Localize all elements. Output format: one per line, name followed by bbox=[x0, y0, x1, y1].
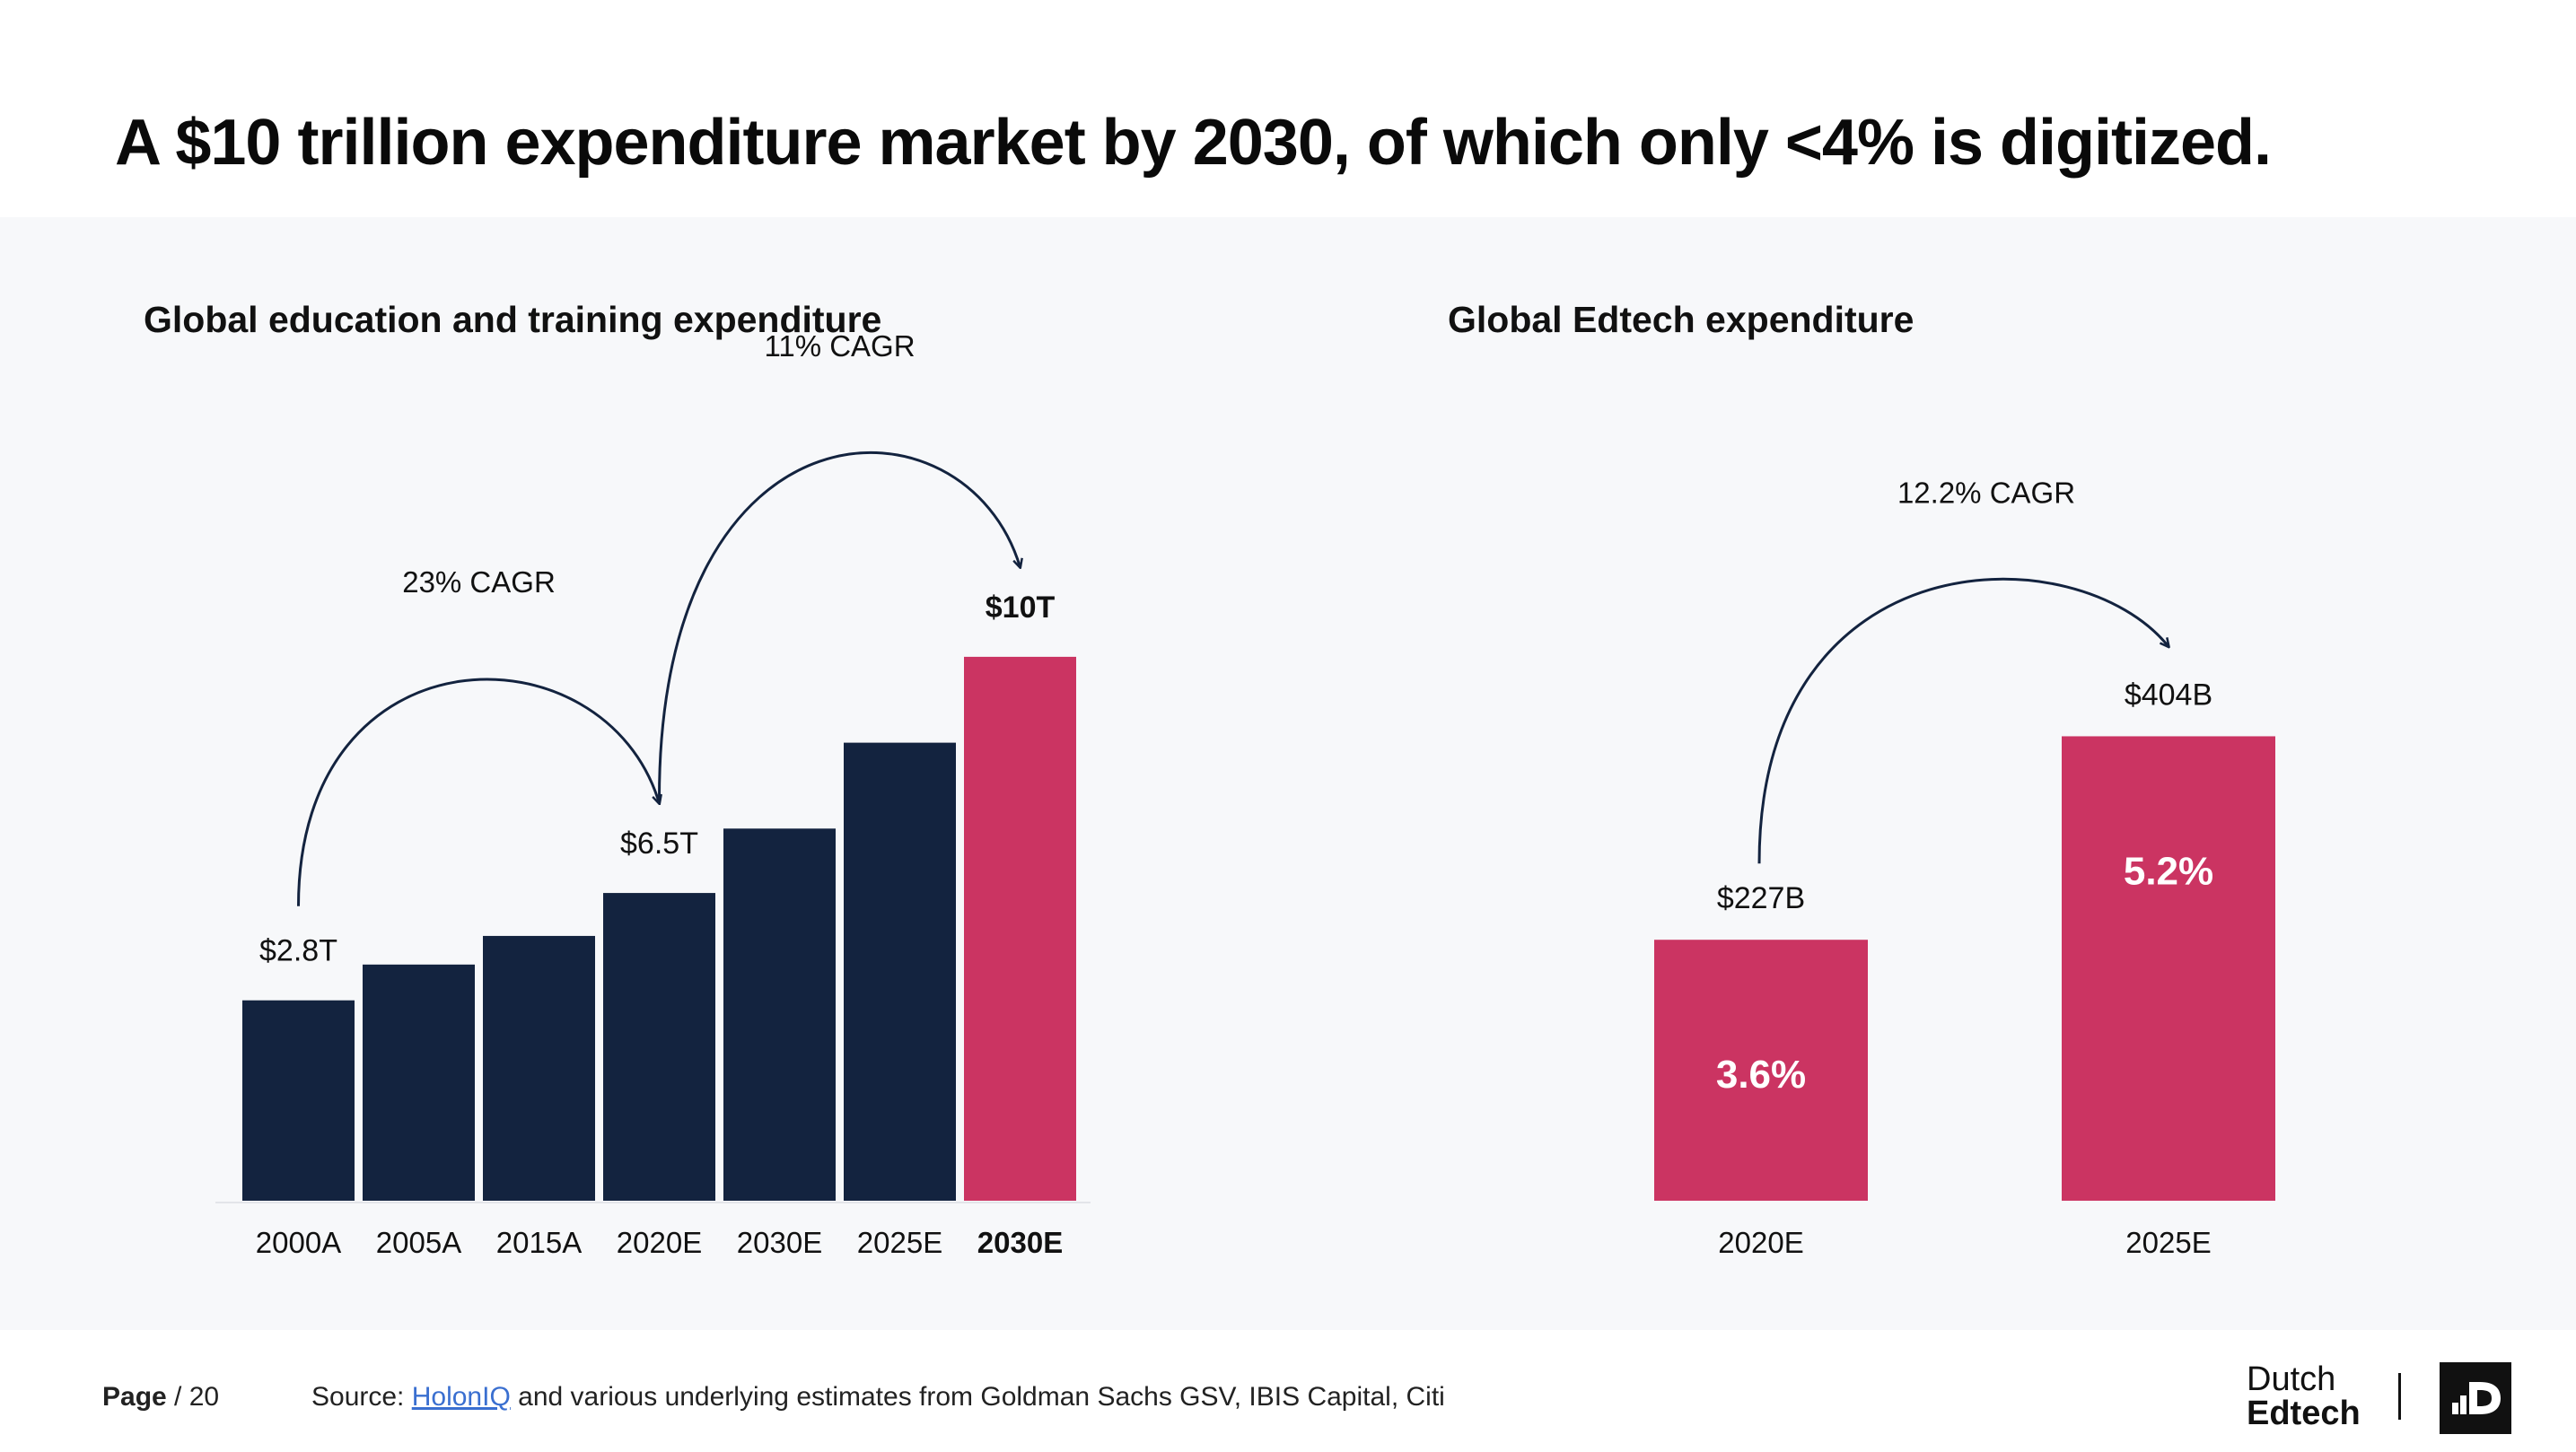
right-x-tick-0: 2020E bbox=[1718, 1226, 1803, 1259]
source-link-holoniq[interactable]: HolonIQ bbox=[411, 1382, 511, 1412]
left-bar-5 bbox=[844, 742, 956, 1201]
left-cagr-arrow-0 bbox=[297, 678, 660, 906]
right-value-label-0: $227B bbox=[1717, 881, 1805, 915]
left-bar-6 bbox=[964, 656, 1076, 1201]
brand-wordmark: Dutch Edtech bbox=[2247, 1362, 2361, 1430]
source-rest: and various underlying estimates from Go… bbox=[510, 1382, 1445, 1412]
left-value-label-3: $6.5T bbox=[620, 827, 698, 861]
page-indicator: Page / 20 bbox=[102, 1382, 219, 1413]
right-x-tick-1: 2025E bbox=[2125, 1226, 2211, 1259]
left-cagr-label-1: 11% CAGR bbox=[764, 329, 915, 363]
left-bar-chart: 2000A 2005A 2015A 2020E 2030E 2025E 2030E $2.8T… bbox=[215, 329, 1091, 1259]
right-inner-label-1: 5.2% bbox=[2124, 849, 2213, 893]
right-bar-1 bbox=[2062, 736, 2275, 1201]
right-bar-0 bbox=[1654, 940, 1868, 1201]
left-x-tick-5: 2025E bbox=[857, 1226, 942, 1259]
left-bar-2 bbox=[483, 935, 595, 1201]
bar-chart-d-logo-icon bbox=[2440, 1362, 2511, 1434]
source-prefix: Source: bbox=[311, 1382, 412, 1412]
left-cagr-arrow-1 bbox=[658, 450, 1021, 800]
brand-line-1: Dutch bbox=[2247, 1360, 2336, 1398]
page-title: A $10 trillion expenditure market by 203… bbox=[115, 107, 2272, 179]
left-value-label-6: $10T bbox=[986, 590, 1056, 625]
right-bar-chart: 2020E 3.6% 2025E 5.2% $227B $404B 12.2% CAGR bbox=[1654, 476, 2275, 1259]
left-cagr-label-0: 23% CAGR bbox=[402, 565, 556, 599]
brand-divider bbox=[2398, 1373, 2401, 1420]
page-label: Page bbox=[102, 1382, 167, 1412]
source-note: Source: HolonIQ and various underlying e… bbox=[311, 1382, 1445, 1413]
brand-line-2: Edtech bbox=[2247, 1395, 2361, 1432]
left-bar-0 bbox=[242, 1000, 355, 1201]
left-bar-3 bbox=[603, 893, 715, 1201]
page-number: / 20 bbox=[166, 1382, 220, 1412]
left-x-tick-4: 2030E bbox=[737, 1226, 822, 1259]
right-value-label-1: $404B bbox=[2125, 678, 2212, 712]
right-inner-label-0: 3.6% bbox=[1716, 1053, 1806, 1097]
left-x-tick-1: 2005A bbox=[376, 1226, 461, 1259]
left-x-tick-2: 2015A bbox=[496, 1226, 582, 1259]
right-cagr-arrow-0 bbox=[1757, 577, 2169, 864]
left-chart-title: Global education and training expenditur… bbox=[144, 299, 882, 340]
left-bar-4 bbox=[723, 828, 836, 1201]
left-value-label-0: $2.8T bbox=[259, 934, 337, 968]
right-cagr-label-0: 12.2% CAGR bbox=[1897, 476, 2075, 509]
left-x-tick-3: 2020E bbox=[617, 1226, 702, 1259]
left-x-tick-6: 2030E bbox=[977, 1226, 1063, 1259]
right-chart-title: Global Edtech expenditure bbox=[1448, 299, 1914, 340]
left-bar-1 bbox=[363, 964, 475, 1201]
left-x-tick-0: 2000A bbox=[256, 1226, 341, 1259]
